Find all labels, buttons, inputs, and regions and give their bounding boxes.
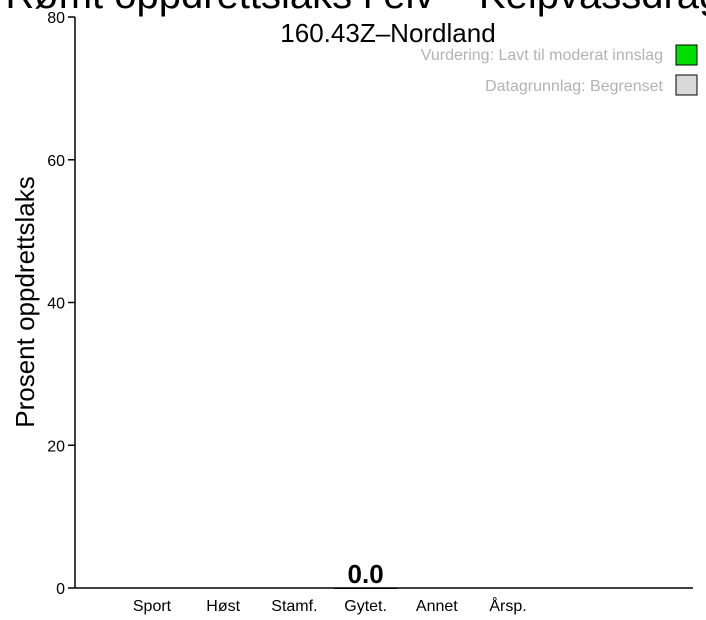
x-tick-label: Årsp. (489, 596, 526, 615)
x-tick-label: Annet (416, 598, 458, 615)
bar-value-label: 0.0 (348, 559, 384, 589)
y-ticks: 0 20 40 60 80 (47, 10, 75, 598)
x-ticks: Sport Høst Stamf. Gytet. Annet Årsp. (133, 596, 527, 615)
x-tick-label: Sport (133, 598, 172, 615)
x-tick-label: Høst (206, 598, 240, 615)
legend: Vurdering: Lavt til moderat innslag Data… (421, 44, 698, 96)
data-labels: 0.0 (348, 559, 384, 589)
bar (334, 587, 398, 589)
x-tick-label: Stamf. (271, 598, 317, 615)
bars (334, 587, 398, 589)
y-tick-label: 80 (47, 10, 65, 27)
y-tick-label: 40 (47, 296, 65, 313)
legend-label-datagrunnlag: Datagrunnlag: Begrenset (485, 78, 663, 95)
y-tick-label: 60 (47, 153, 65, 170)
y-tick-label: 0 (56, 581, 65, 598)
legend-label-vurdering: Vurdering: Lavt til moderat innslag (421, 47, 663, 64)
chart-subtitle: 160.43Z–Nordland (280, 18, 495, 48)
y-tick-label: 20 (47, 438, 65, 455)
legend-swatch-vurdering (675, 44, 698, 66)
x-tick-label: Gytet. (344, 598, 387, 615)
y-axis-label: Prosent oppdrettslaks (10, 176, 40, 427)
legend-swatch-datagrunnlag (675, 74, 698, 96)
chart-title: Rømt oppdrettslaks i elv – Kelpvassdrage… (5, 0, 706, 17)
